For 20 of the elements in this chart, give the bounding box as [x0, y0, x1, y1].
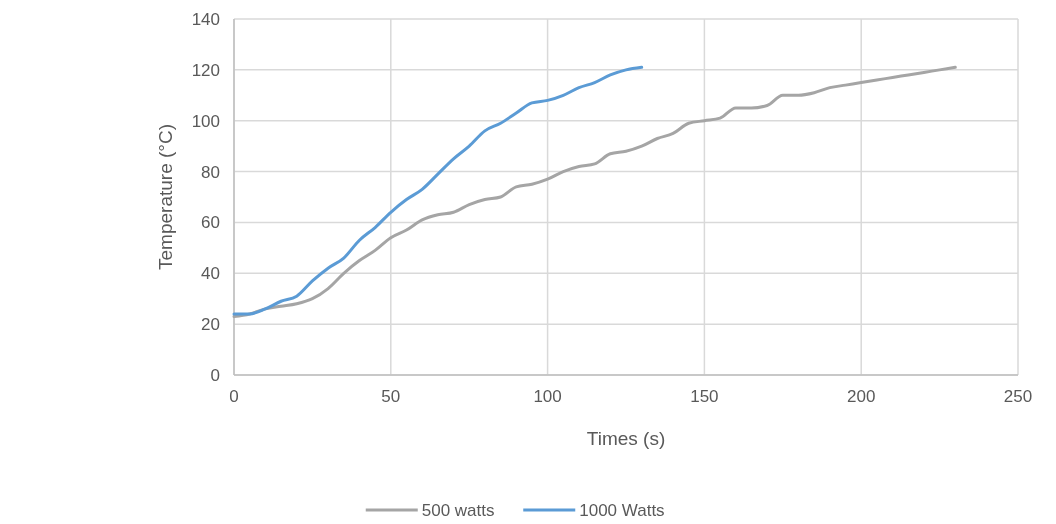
- y-tick-label: 120: [191, 60, 220, 80]
- x-tick-label: 100: [533, 387, 562, 406]
- y-tick-label: 60: [201, 213, 220, 233]
- legend-label: 500 watts: [421, 500, 495, 520]
- x-tick-label: 150: [690, 387, 719, 406]
- x-tick-label: 200: [847, 387, 876, 406]
- x-tick-label: 250: [1003, 387, 1033, 406]
- legend-label: 1000 Watts: [579, 500, 665, 520]
- x-tick-label: 50: [381, 387, 401, 406]
- y-axis-title: Temperature (°C): [155, 124, 176, 270]
- line-series: [232, 65, 957, 319]
- line-series: [232, 65, 644, 316]
- y-tick-label: 140: [191, 9, 220, 29]
- x-axis-title: Times (s): [586, 428, 666, 449]
- y-tick-label: 40: [201, 264, 220, 284]
- y-tick-label: 0: [210, 365, 220, 385]
- x-tick-label: 0: [229, 387, 239, 406]
- y-tick-label: 80: [201, 162, 220, 182]
- y-tick-label: 20: [201, 315, 220, 335]
- y-tick-label: 100: [191, 111, 220, 131]
